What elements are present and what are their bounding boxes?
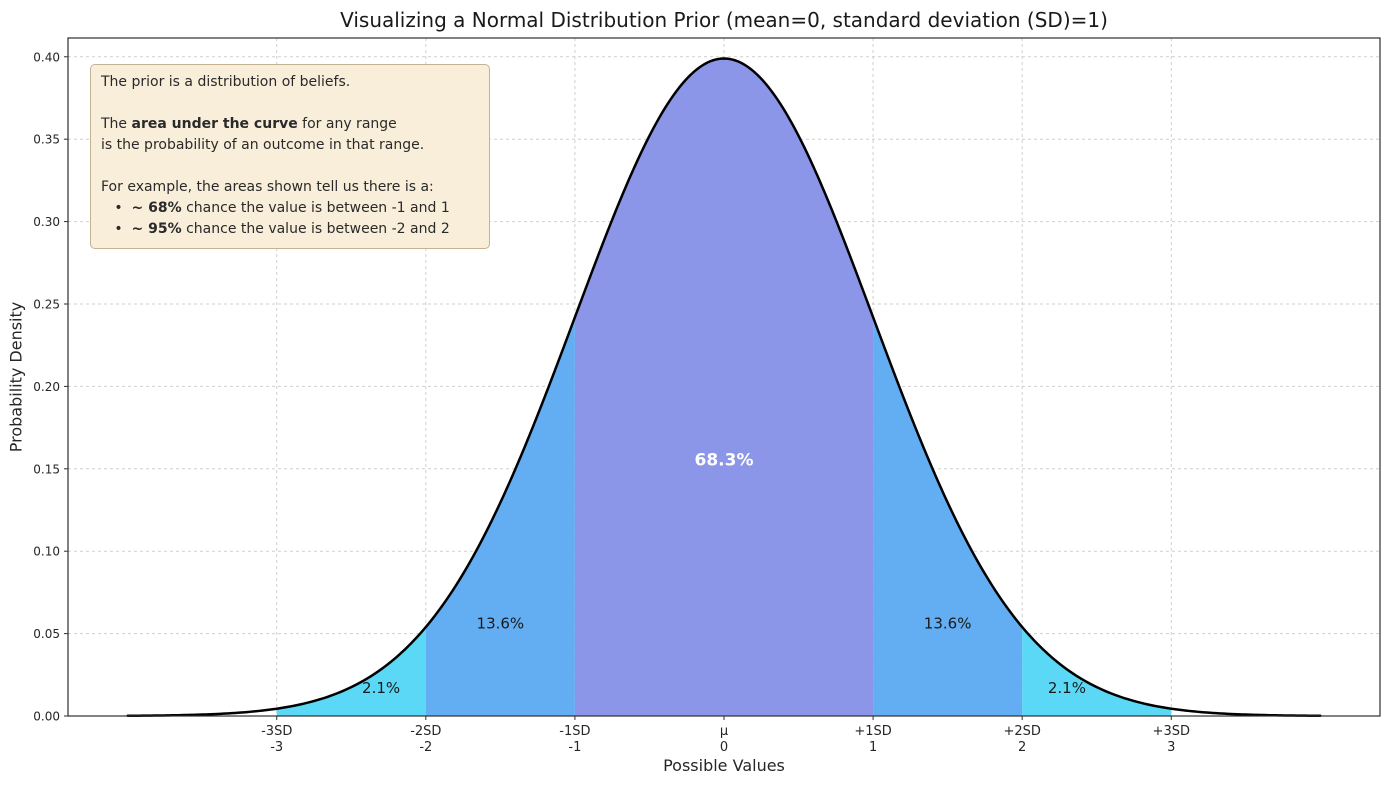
annotation-bold-text: ~ 68%: [131, 200, 182, 216]
annotation-text: chance the value is between -1 and 1: [181, 200, 450, 216]
shaded-region: [276, 627, 426, 716]
annotation-box: The prior is a distribution of beliefs. …: [90, 64, 490, 249]
x-tick-label-sd: +3SD: [1153, 724, 1190, 739]
annotation-line: [101, 93, 479, 114]
annotation-bold-text: area under the curve: [131, 116, 298, 132]
x-tick-label-value: 2: [1018, 740, 1026, 755]
x-tick-label-value: -3: [270, 740, 283, 755]
chart-title: Visualizing a Normal Distribution Prior …: [340, 8, 1108, 32]
y-tick-label: 0.05: [33, 627, 60, 641]
shaded-region: [574, 58, 874, 716]
x-tick-label-value: 1: [869, 740, 877, 755]
annotation-line: is the probability of an outcome in that…: [101, 135, 479, 156]
shaded-region: [1022, 627, 1172, 716]
x-tick-label-sd: μ: [720, 724, 728, 739]
region-probability-label: 13.6%: [924, 615, 972, 633]
annotation-line: The prior is a distribution of beliefs.: [101, 72, 479, 93]
region-probability-label: 68.3%: [695, 450, 754, 470]
y-tick-label: 0.10: [33, 545, 60, 559]
annotation-line: The area under the curve for any range: [101, 114, 479, 135]
x-tick-label-value: 0: [720, 740, 728, 755]
annotation-line: For example, the areas shown tell us the…: [101, 177, 479, 198]
annotation-line: [101, 156, 479, 177]
x-tick-label-sd: -1SD: [559, 724, 590, 739]
x-tick-label-value: 3: [1167, 740, 1175, 755]
y-tick-label: 0.15: [33, 462, 60, 476]
region-probability-label: 2.1%: [1048, 679, 1086, 697]
annotation-bold-text: ~ 95%: [131, 221, 182, 237]
y-axis-label: Probability Density: [6, 301, 26, 453]
region-probability-label: 13.6%: [477, 615, 525, 633]
x-tick-label-sd: -2SD: [410, 724, 441, 739]
x-tick-label-sd: +2SD: [1003, 724, 1040, 739]
annotation-text: •: [101, 200, 132, 216]
y-tick-label: 0.40: [33, 50, 60, 64]
y-tick-label: 0.00: [33, 710, 60, 724]
density-curve: [126, 57, 1322, 718]
annotation-text: chance the value is between -2 and 2: [181, 221, 450, 237]
y-tick-label: 0.20: [33, 380, 60, 394]
annotation-line: • ~ 68% chance the value is between -1 a…: [101, 198, 479, 219]
annotation-text: for any range: [297, 116, 397, 132]
annotation-text: The prior is a distribution of beliefs.: [101, 74, 351, 90]
y-tick-label: 0.30: [33, 215, 60, 229]
y-tick-label: 0.25: [33, 297, 60, 311]
region-probability-label: 2.1%: [362, 679, 400, 697]
annotation-text: The: [101, 116, 132, 132]
x-tick-label-sd: -3SD: [261, 724, 292, 739]
x-tick-label-value: -1: [568, 740, 581, 755]
x-tick-label-value: -2: [419, 740, 432, 755]
annotation-line: • ~ 95% chance the value is between -2 a…: [101, 219, 479, 240]
x-tick-label-sd: +1SD: [854, 724, 891, 739]
annotation-text: For example, the areas shown tell us the…: [101, 179, 434, 195]
y-tick-label: 0.35: [33, 133, 60, 147]
x-axis-label: Possible Values: [663, 756, 785, 775]
annotation-text: •: [101, 221, 132, 237]
annotation-text: is the probability of an outcome in that…: [101, 137, 425, 153]
